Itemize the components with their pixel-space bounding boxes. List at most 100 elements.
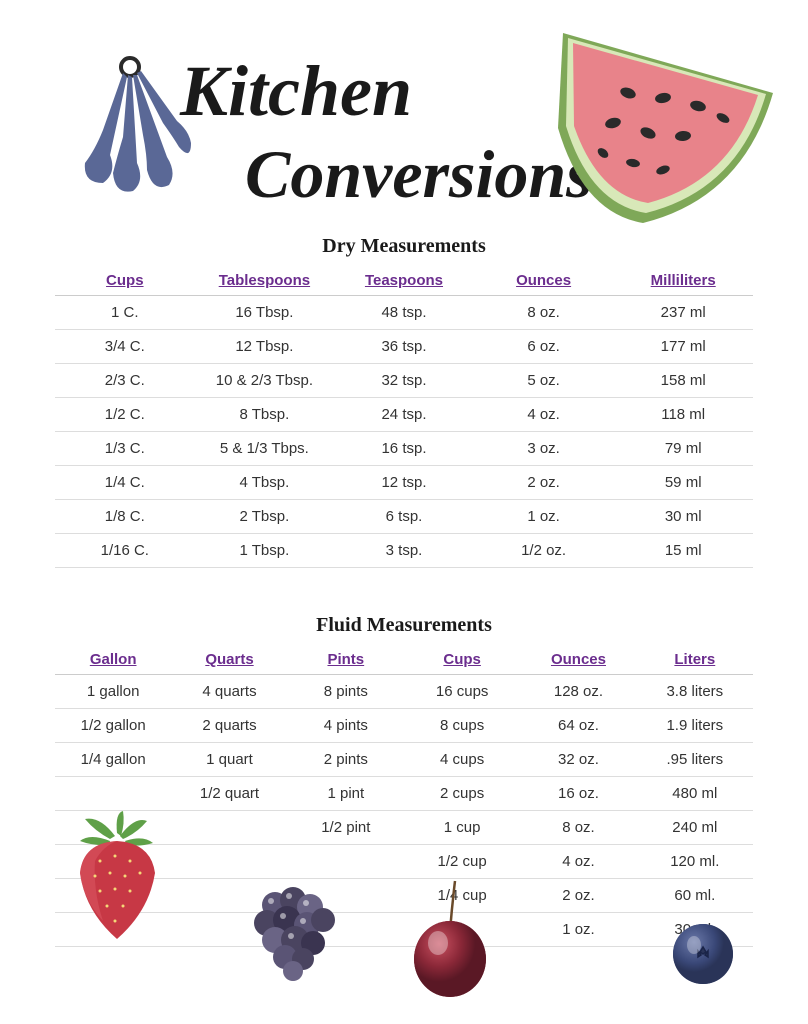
column-header: Milliliters: [613, 266, 753, 296]
table-cell: 118 ml: [613, 398, 753, 432]
table-cell: 1/2 oz.: [474, 534, 614, 568]
table-cell: 2 quarts: [171, 709, 287, 743]
table-cell: 16 oz.: [520, 777, 636, 811]
table-cell: 4 Tbsp.: [195, 466, 335, 500]
dry-section-title: Dry Measurements: [55, 235, 753, 258]
table-cell: 177 ml: [613, 330, 753, 364]
table-cell: 6 tsp.: [334, 500, 474, 534]
column-header: Tablespoons: [195, 266, 335, 296]
table-cell: 6 oz.: [474, 330, 614, 364]
table-cell: 237 ml: [613, 296, 753, 330]
table-row: 1/16 C.1 Tbsp.3 tsp.1/2 oz.15 ml: [55, 534, 753, 568]
table-cell: 8 oz.: [520, 811, 636, 845]
table-cell: [171, 845, 287, 879]
table-cell: 10 & 2/3 Tbsp.: [195, 364, 335, 398]
table-cell: 1/2 pint: [288, 811, 404, 845]
cherry-icon: [400, 871, 510, 1006]
dry-section: Dry Measurements CupsTablespoonsTeaspoon…: [0, 235, 808, 568]
table-cell: 1/16 C.: [55, 534, 195, 568]
table-cell: 2/3 C.: [55, 364, 195, 398]
strawberry-icon: [65, 811, 175, 946]
table-cell: 8 cups: [404, 709, 520, 743]
table-cell: 12 Tbsp.: [195, 330, 335, 364]
table-cell: [171, 811, 287, 845]
measuring-spoons-icon: [75, 55, 195, 200]
table-cell: 32 oz.: [520, 743, 636, 777]
column-header: Quarts: [171, 645, 287, 675]
table-cell: 5 oz.: [474, 364, 614, 398]
table-cell: 1/8 C.: [55, 500, 195, 534]
fluid-section-title: Fluid Measurements: [55, 614, 753, 637]
table-row: 1/2 C.8 Tbsp.24 tsp.4 oz.118 ml: [55, 398, 753, 432]
table-cell: 5 & 1/3 Tbps.: [195, 432, 335, 466]
table-cell: 30 ml: [613, 500, 753, 534]
table-cell: 1/2 C.: [55, 398, 195, 432]
blueberry-icon: [668, 919, 738, 994]
table-cell: 2 Tbsp.: [195, 500, 335, 534]
table-cell: 4 pints: [288, 709, 404, 743]
table-cell: 1 quart: [171, 743, 287, 777]
table-cell: 16 cups: [404, 675, 520, 709]
table-cell: 4 oz.: [474, 398, 614, 432]
column-header: Teaspoons: [334, 266, 474, 296]
table-cell: 36 tsp.: [334, 330, 474, 364]
title-line-2: Conversions: [245, 135, 593, 214]
table-cell: 1 cup: [404, 811, 520, 845]
table-cell: 2 oz.: [520, 879, 636, 913]
table-cell: 12 tsp.: [334, 466, 474, 500]
column-header: Cups: [404, 645, 520, 675]
blackberry-icon: [235, 875, 350, 990]
table-cell: 480 ml: [637, 777, 753, 811]
table-row: 1/3 C.5 & 1/3 Tbps.16 tsp.3 oz.79 ml: [55, 432, 753, 466]
table-cell: 8 Tbsp.: [195, 398, 335, 432]
table-row: 1/4 gallon1 quart2 pints4 cups32 oz..95 …: [55, 743, 753, 777]
dry-table: CupsTablespoonsTeaspoonsOuncesMilliliter…: [55, 266, 753, 568]
table-cell: 120 ml.: [637, 845, 753, 879]
table-cell: 2 cups: [404, 777, 520, 811]
watermelon-icon: [548, 18, 778, 233]
table-cell: 48 tsp.: [334, 296, 474, 330]
table-row: 1/2 gallon2 quarts4 pints8 cups64 oz.1.9…: [55, 709, 753, 743]
table-cell: 15 ml: [613, 534, 753, 568]
table-cell: 2 oz.: [474, 466, 614, 500]
table-cell: 79 ml: [613, 432, 753, 466]
table-row: 1 gallon4 quarts8 pints16 cups128 oz.3.8…: [55, 675, 753, 709]
table-cell: 1/4 C.: [55, 466, 195, 500]
table-cell: 8 oz.: [474, 296, 614, 330]
table-cell: 1 oz.: [520, 913, 636, 947]
table-cell: 128 oz.: [520, 675, 636, 709]
table-cell: 1 Tbsp.: [195, 534, 335, 568]
table-cell: 8 pints: [288, 675, 404, 709]
table-row: 1 C.16 Tbsp.48 tsp.8 oz.237 ml: [55, 296, 753, 330]
table-cell: 64 oz.: [520, 709, 636, 743]
table-cell: 3 oz.: [474, 432, 614, 466]
table-cell: 158 ml: [613, 364, 753, 398]
table-cell: 3 tsp.: [334, 534, 474, 568]
table-cell: 3.8 liters: [637, 675, 753, 709]
table-cell: 4 quarts: [171, 675, 287, 709]
table-cell: 1/2 gallon: [55, 709, 171, 743]
column-header: Liters: [637, 645, 753, 675]
table-cell: 59 ml: [613, 466, 753, 500]
column-header: Ounces: [520, 645, 636, 675]
table-cell: 1 oz.: [474, 500, 614, 534]
table-cell: 1.9 liters: [637, 709, 753, 743]
column-header: Pints: [288, 645, 404, 675]
column-header: Ounces: [474, 266, 614, 296]
table-cell: 16 tsp.: [334, 432, 474, 466]
table-row: 1/4 C.4 Tbsp.12 tsp.2 oz.59 ml: [55, 466, 753, 500]
table-cell: 1/4 gallon: [55, 743, 171, 777]
table-cell: 2 pints: [288, 743, 404, 777]
title-line-1: Kitchen: [180, 50, 412, 133]
table-cell: 60 ml.: [637, 879, 753, 913]
table-cell: 16 Tbsp.: [195, 296, 335, 330]
table-row: 1/8 C.2 Tbsp.6 tsp.1 oz.30 ml: [55, 500, 753, 534]
table-cell: 1 C.: [55, 296, 195, 330]
table-cell: 24 tsp.: [334, 398, 474, 432]
table-cell: 32 tsp.: [334, 364, 474, 398]
table-cell: [55, 777, 171, 811]
table-cell: 240 ml: [637, 811, 753, 845]
table-cell: 1/2 quart: [171, 777, 287, 811]
table-row: 2/3 C.10 & 2/3 Tbsp.32 tsp.5 oz.158 ml: [55, 364, 753, 398]
table-cell: 1 gallon: [55, 675, 171, 709]
